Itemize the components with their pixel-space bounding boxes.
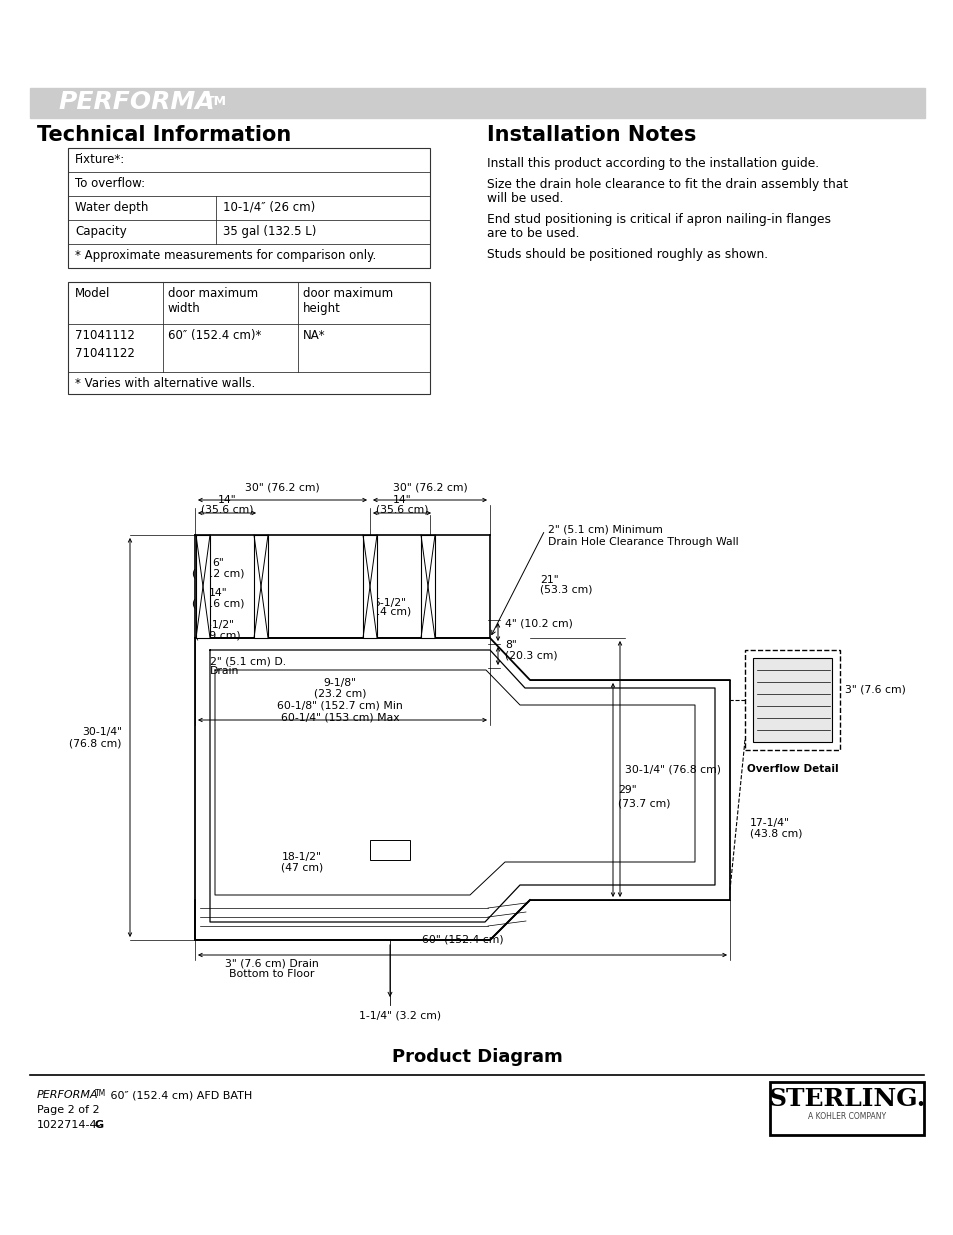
Text: door maximum
width: door maximum width: [168, 287, 258, 315]
Text: 18-1/2": 18-1/2": [282, 852, 321, 862]
Text: (35.6 cm): (35.6 cm): [200, 505, 253, 515]
Text: (43.8 cm): (43.8 cm): [749, 827, 801, 839]
Text: Drain Hole Clearance Through Wall: Drain Hole Clearance Through Wall: [547, 537, 738, 547]
Text: 60-1/4" (153 cm) Max: 60-1/4" (153 cm) Max: [280, 713, 399, 722]
Bar: [769, 1082, 923, 1135]
Text: * Approximate measurements for comparison only.: * Approximate measurements for compariso…: [75, 249, 375, 262]
Text: Bottom to Floor: Bottom to Floor: [229, 969, 314, 979]
Text: 8": 8": [504, 640, 517, 650]
Text: 29": 29": [618, 785, 636, 795]
Text: 2" (5.1 cm) Minimum: 2" (5.1 cm) Minimum: [547, 525, 662, 535]
Bar: [30, 88, 924, 119]
Text: End stud positioning is critical if apron nailing-in flanges: End stud positioning is critical if apro…: [486, 212, 830, 226]
Text: * Varies with alternative walls.: * Varies with alternative walls.: [75, 377, 255, 390]
Text: 71041112
71041122: 71041112 71041122: [75, 329, 134, 359]
Text: TM: TM: [206, 95, 227, 107]
Text: are to be used.: are to be used.: [486, 227, 578, 240]
Text: Page 2 of 2: Page 2 of 2: [37, 1105, 99, 1115]
Bar: [195, 535, 210, 638]
Text: 1-1/4" (3.2 cm): 1-1/4" (3.2 cm): [358, 1010, 440, 1020]
Text: A KOHLER COMPANY: A KOHLER COMPANY: [807, 1112, 885, 1121]
Text: 14": 14": [393, 495, 411, 505]
Text: Drain: Drain: [210, 666, 239, 676]
Text: 60″ (152.4 cm)*: 60″ (152.4 cm)*: [168, 329, 261, 342]
Text: (15.2 cm): (15.2 cm): [192, 568, 244, 578]
Bar: [253, 535, 268, 638]
Text: Fixture*:: Fixture*:: [75, 153, 125, 165]
Text: 30" (76.2 cm): 30" (76.2 cm): [245, 482, 319, 492]
Text: (73.7 cm): (73.7 cm): [618, 798, 670, 808]
Text: Product Diagram: Product Diagram: [392, 1049, 561, 1066]
Text: PERFORMA: PERFORMA: [37, 1091, 98, 1100]
Text: will be used.: will be used.: [486, 191, 563, 205]
Text: 3" (7.6 cm): 3" (7.6 cm): [844, 685, 905, 695]
Text: 3" (7.6 cm) Drain: 3" (7.6 cm) Drain: [225, 958, 318, 968]
Text: PERFORMA: PERFORMA: [58, 90, 214, 114]
Text: (20.3 cm): (20.3 cm): [504, 650, 558, 659]
Text: (47 cm): (47 cm): [280, 862, 323, 872]
Text: Model: Model: [75, 287, 111, 300]
Text: Installation Notes: Installation Notes: [486, 125, 696, 144]
Text: 9-1/8": 9-1/8": [323, 678, 356, 688]
Text: (35.6 cm): (35.6 cm): [192, 598, 244, 608]
Bar: [752, 658, 831, 742]
Text: 4" (10.2 cm): 4" (10.2 cm): [504, 618, 572, 629]
Text: (14 cm): (14 cm): [369, 606, 411, 618]
Text: TM: TM: [95, 1089, 106, 1098]
Bar: [744, 650, 840, 750]
Text: 1022714-4-: 1022714-4-: [37, 1120, 102, 1130]
Text: 60-1/8" (152.7 cm) Min: 60-1/8" (152.7 cm) Min: [276, 700, 402, 710]
Text: 60" (152.4 cm): 60" (152.4 cm): [421, 935, 503, 945]
Text: To overflow:: To overflow:: [75, 177, 145, 190]
Text: (35.6 cm): (35.6 cm): [375, 505, 428, 515]
Text: Size the drain hole clearance to fit the drain assembly that: Size the drain hole clearance to fit the…: [486, 178, 847, 191]
Text: 2" (5.1 cm) D.: 2" (5.1 cm) D.: [210, 656, 286, 666]
Text: 5-1/2": 5-1/2": [374, 598, 406, 608]
Text: STERLING.: STERLING.: [767, 1087, 924, 1112]
Text: 30-1/4" (76.8 cm): 30-1/4" (76.8 cm): [624, 764, 720, 774]
Text: Technical Information: Technical Information: [37, 125, 291, 144]
Text: 3-1/2": 3-1/2": [201, 620, 234, 630]
Bar: [370, 840, 410, 860]
Bar: [420, 535, 435, 638]
Text: 30-1/4"
(76.8 cm): 30-1/4" (76.8 cm): [70, 726, 122, 748]
Text: Capacity: Capacity: [75, 225, 127, 238]
Bar: [363, 535, 376, 638]
Text: 10-1/4″ (26 cm): 10-1/4″ (26 cm): [223, 201, 314, 214]
Text: NA*: NA*: [303, 329, 325, 342]
Text: (23.2 cm): (23.2 cm): [314, 688, 366, 698]
Text: 6": 6": [212, 558, 224, 568]
Text: door maximum
height: door maximum height: [303, 287, 393, 315]
Bar: [68, 282, 430, 394]
Text: 30" (76.2 cm): 30" (76.2 cm): [393, 482, 467, 492]
Text: 14": 14": [209, 588, 227, 598]
Text: (53.3 cm): (53.3 cm): [539, 585, 592, 595]
Text: (8.9 cm): (8.9 cm): [195, 630, 240, 640]
Bar: [68, 148, 430, 268]
Text: 60″ (152.4 cm) AFD BATH: 60″ (152.4 cm) AFD BATH: [107, 1091, 252, 1100]
Text: Install this product according to the installation guide.: Install this product according to the in…: [486, 157, 819, 170]
Text: Water depth: Water depth: [75, 201, 149, 214]
Text: Overflow Detail: Overflow Detail: [746, 764, 838, 774]
Text: 21": 21": [539, 576, 558, 585]
Text: 14": 14": [217, 495, 236, 505]
Text: G: G: [95, 1120, 104, 1130]
Text: 35 gal (132.5 L): 35 gal (132.5 L): [223, 225, 316, 238]
Text: Studs should be positioned roughly as shown.: Studs should be positioned roughly as sh…: [486, 248, 767, 261]
Text: 17-1/4": 17-1/4": [749, 818, 789, 827]
